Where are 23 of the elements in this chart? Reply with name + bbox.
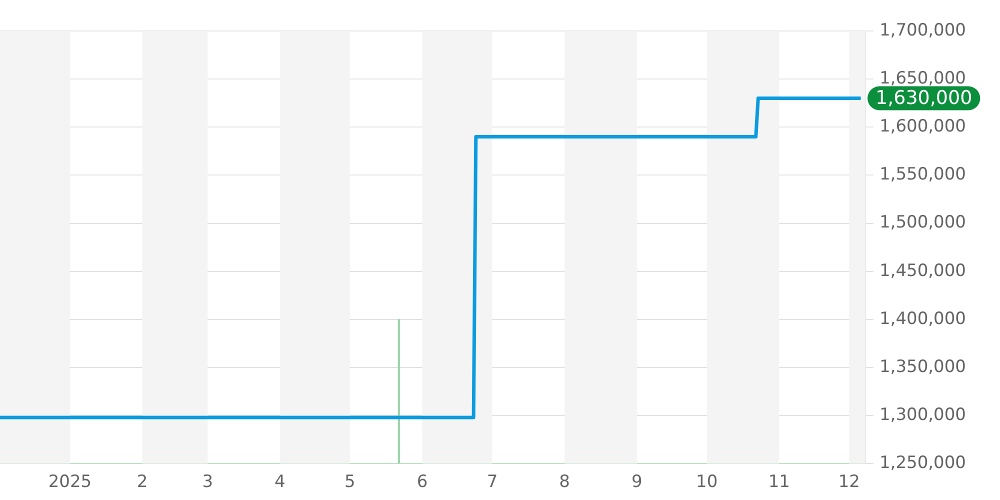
y-tick-label: 1,350,000 — [879, 356, 966, 377]
x-tick-label: 8 — [559, 472, 570, 492]
y-tick-label: 1,500,000 — [879, 212, 966, 233]
x-tick-label: 5 — [344, 472, 356, 492]
x-tick-label: 3 — [202, 472, 214, 492]
x-tick-label: 2 — [136, 472, 148, 492]
y-tick-label: 1,450,000 — [879, 260, 966, 281]
y-tick-label: 1,700,000 — [879, 20, 966, 40]
x-tick-label: 4 — [274, 472, 286, 492]
x-tick-label: 6 — [416, 472, 428, 492]
x-tick-label: 10 — [696, 472, 718, 492]
x-tick-label: 11 — [768, 472, 790, 492]
y-tick-label: 1,400,000 — [879, 308, 966, 329]
y-tick-label: 1,600,000 — [879, 116, 966, 137]
y-tick-label: 1,550,000 — [879, 164, 966, 185]
x-tick-label: 7 — [486, 472, 498, 492]
y-tick-label: 1,650,000 — [879, 68, 966, 88]
x-tick-label: 9 — [631, 472, 642, 492]
y-tick-label: 1,250,000 — [879, 453, 966, 474]
annotation: 1,630,000 — [875, 87, 972, 110]
x-tick-label: 2025 — [48, 472, 92, 492]
y-tick-label: 1,300,000 — [879, 404, 966, 425]
x-tick-label: 12 — [838, 472, 860, 492]
